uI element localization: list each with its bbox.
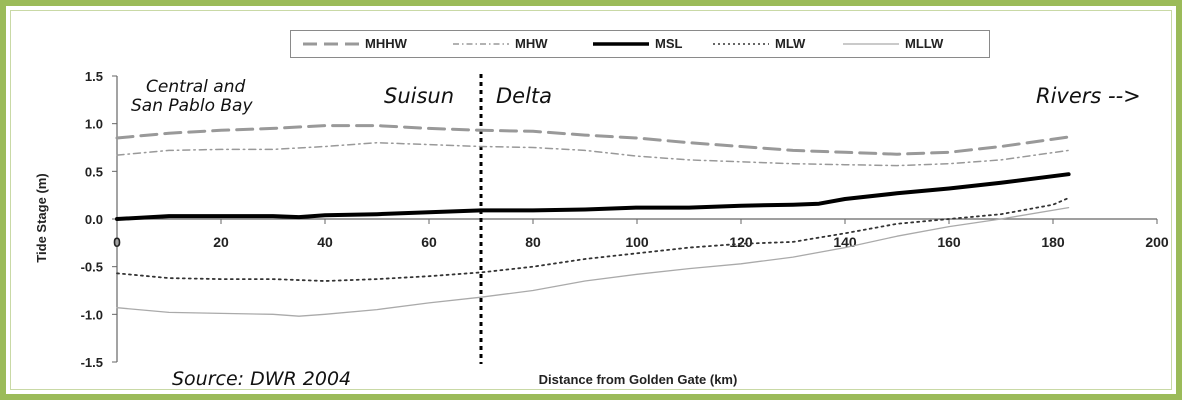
x-tick-label: 180 [1041,234,1065,250]
annotation-suisun: Suisun [384,84,455,108]
chart-legend: MHHW MHW MSL MLW MLLW [290,30,990,58]
series-line-msl [115,172,1071,221]
x-tick-label: 100 [625,234,649,250]
legend-swatch-msl [593,42,649,46]
chart-series-layer [115,124,1071,317]
y-tick-label: 1.0 [85,117,103,132]
y-tick-label: 1.5 [85,69,103,84]
chart-axes: 1.5 1.0 0.5 0.0 -0.5 -1.0 -1.5 0 20 40 60 80 100 120 1… [81,69,1169,370]
legend-label-mlw: MLW [775,36,806,51]
legend-swatch-mlw [713,43,769,45]
y-tick-label: -1.0 [81,307,103,322]
y-tick-label: -1.5 [81,355,103,370]
series-line-mlw [116,197,1070,282]
source-note: Source: DWR 2004 [172,368,352,390]
x-tick-label: 160 [937,234,961,250]
legend-label-mhhw: MHHW [365,36,407,51]
legend-label-msl: MSL [655,36,683,51]
x-tick-label: 20 [213,234,229,250]
legend-label-mllw: MLLW [905,36,944,51]
annotation-bay-line1: Central and [146,77,246,97]
annotation-bay-line2: San Pablo Bay [131,96,253,116]
chart-inner-border [10,10,1172,390]
x-tick-label: 80 [525,234,541,250]
x-tick-label: 120 [729,234,753,250]
y-tick-label: 0.0 [85,212,103,227]
y-axis-title: Tide Stage (m) [34,173,49,262]
x-tick-label: 0 [113,234,121,250]
annotation-delta: Delta [496,84,553,108]
x-axis-title: Distance from Golden Gate (km) [539,372,738,387]
x-tick-label: 40 [317,234,333,250]
series-line-mhhw [115,124,1071,156]
series-line-mllw [116,206,1070,317]
annotation-rivers: Rivers --> [1036,84,1141,108]
x-tick-label: 60 [421,234,437,250]
legend-swatch-mhhw [303,42,359,46]
y-tick-label: 0.5 [85,164,103,179]
series-line-mhw [116,141,1070,167]
x-tick-label: 200 [1145,234,1169,250]
legend-label-mhw: MHW [515,36,548,51]
legend-swatch-mllw [843,43,899,45]
legend-swatch-mhw [453,43,509,45]
y-tick-label: -0.5 [81,260,103,275]
